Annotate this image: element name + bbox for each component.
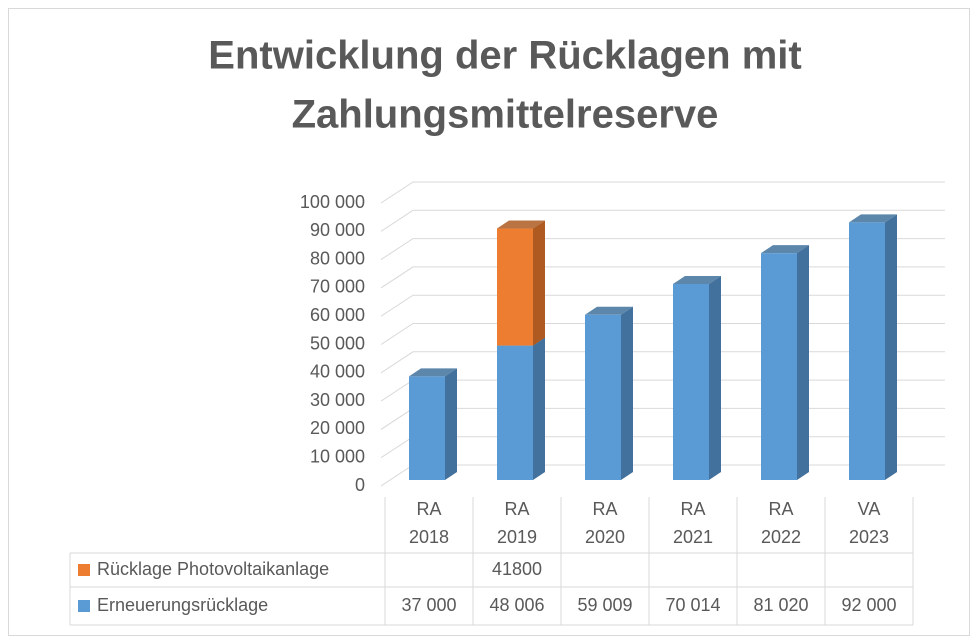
grid-line: [380, 209, 945, 232]
bar: [497, 345, 533, 480]
bar: [761, 253, 797, 480]
bar-side: [445, 368, 457, 480]
x-tick-label: RA: [416, 499, 441, 519]
y-tick-label: 20 000: [310, 418, 365, 438]
bar-side: [885, 214, 897, 480]
bar: [497, 228, 533, 346]
y-tick-label: 90 000: [310, 220, 365, 240]
bar-top: [673, 275, 721, 284]
bar-side: [621, 306, 633, 480]
chart-title: Zahlungsmittelreserve: [292, 93, 719, 137]
x-tick-label: 2020: [585, 527, 625, 547]
legend-label: Rücklage Photovoltaikanlage: [97, 559, 329, 579]
chart-border: [8, 8, 970, 636]
legend-swatch: [78, 564, 90, 576]
x-tick-label: RA: [592, 499, 617, 519]
y-tick-label: 80 000: [310, 248, 365, 268]
legend-label: Erneuerungsrücklage: [97, 595, 268, 615]
y-tick-label: 100 000: [300, 192, 365, 212]
x-tick-label: VA: [858, 499, 881, 519]
y-tick-label: 0: [355, 475, 365, 495]
chart-title: Entwicklung der Rücklagen mit: [208, 34, 801, 78]
bar-top: [849, 214, 897, 223]
data-label: 48 006: [489, 595, 544, 615]
data-label: 81 020: [753, 595, 808, 615]
y-tick-label: 30 000: [310, 390, 365, 410]
grid-line: [380, 181, 945, 204]
x-tick-label: RA: [504, 499, 529, 519]
bar-top: [409, 368, 457, 377]
bar: [585, 314, 621, 480]
bar: [849, 222, 885, 480]
legend-swatch: [78, 600, 90, 612]
bar: [673, 283, 709, 480]
bar-top: [497, 220, 545, 229]
x-tick-label: 2018: [409, 527, 449, 547]
x-tick-label: 2023: [849, 527, 889, 547]
y-tick-label: 50 000: [310, 333, 365, 353]
data-label: 41800: [492, 559, 542, 579]
x-tick-label: 2019: [497, 527, 537, 547]
data-label: 37 000: [401, 595, 456, 615]
data-label: 70 014: [665, 595, 720, 615]
bar: [409, 376, 445, 480]
bar-top: [585, 306, 633, 315]
x-tick-label: 2021: [673, 527, 713, 547]
x-tick-label: RA: [768, 499, 793, 519]
y-tick-label: 40 000: [310, 362, 365, 382]
y-tick-label: 60 000: [310, 305, 365, 325]
y-tick-label: 10 000: [310, 446, 365, 466]
y-tick-label: 70 000: [310, 277, 365, 297]
bar-side: [533, 220, 545, 346]
bar-side: [533, 337, 545, 480]
bar-top: [761, 245, 809, 254]
grid-line: [380, 238, 945, 261]
bar-side: [797, 245, 809, 480]
x-tick-label: 2022: [761, 527, 801, 547]
x-tick-label: RA: [680, 499, 705, 519]
data-label: 59 009: [577, 595, 632, 615]
bar-side: [709, 275, 721, 480]
data-label: 92 000: [841, 595, 896, 615]
